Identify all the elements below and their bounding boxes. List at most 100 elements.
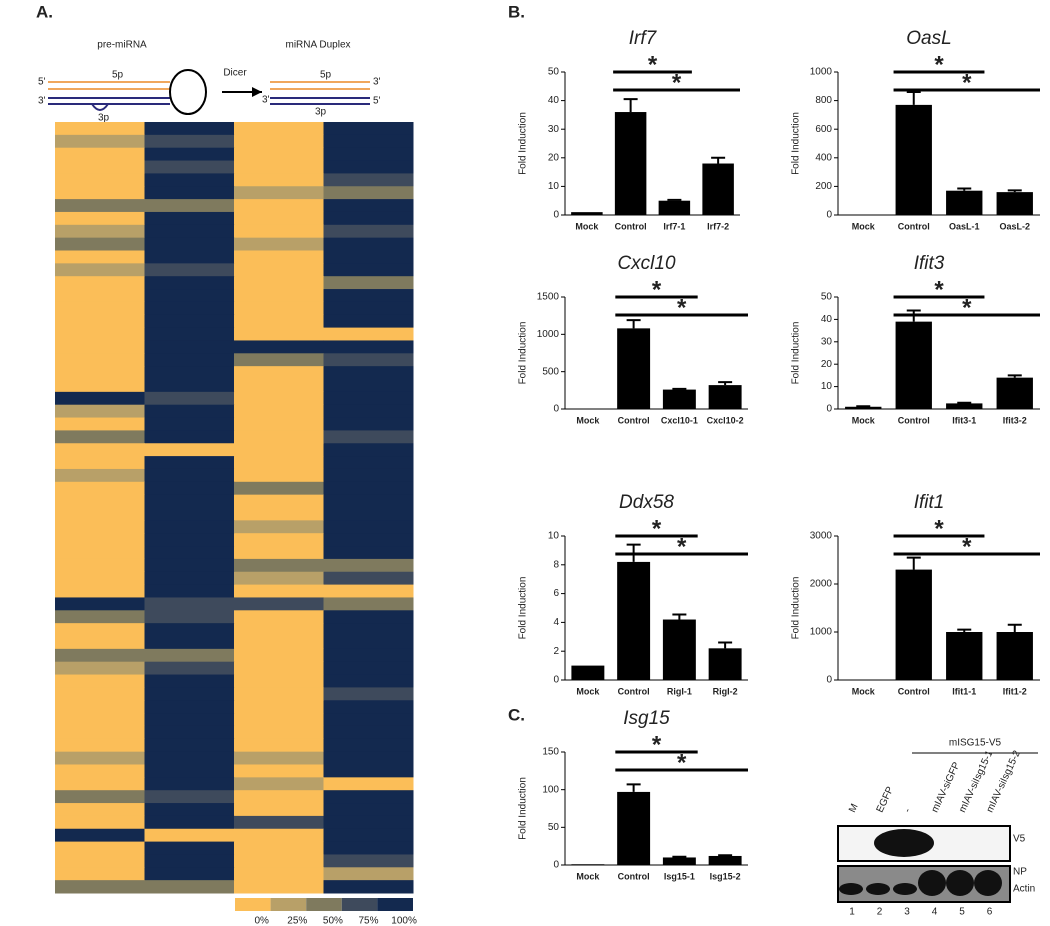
error-bar (672, 613, 687, 620)
lane-label: M (847, 802, 860, 814)
heatmap-cell (323, 468, 414, 483)
heatmap-cell (144, 507, 235, 521)
heatmap-cell (55, 828, 145, 843)
error-bar (957, 401, 972, 404)
chart-title: Ifit1 (914, 492, 945, 513)
y-tick-label: 40 (821, 314, 833, 325)
diagram-label: pre-miRNA (97, 40, 147, 51)
y-tick-label: 3000 (810, 531, 833, 542)
heatmap-cell (234, 636, 324, 650)
heatmap-cell (144, 404, 235, 419)
lane-label: EGFP (875, 785, 897, 815)
heatmap-cell (55, 366, 145, 380)
heatmap-cell (144, 597, 235, 611)
bar (708, 648, 742, 680)
western-blot: mISG15-V5 (837, 738, 1038, 903)
heatmap-cell (323, 713, 414, 727)
y-axis-label: Fold Induction (518, 577, 529, 640)
x-tick-label: Mock (852, 686, 876, 696)
heatmap-cell (323, 314, 414, 329)
heatmap-cell (55, 674, 145, 688)
x-tick-label: Isg15-2 (710, 871, 741, 881)
heatmap-cell (234, 430, 324, 444)
heatmap-cell (234, 584, 324, 598)
lane-label: - (902, 807, 913, 815)
lane-number: 2 (877, 907, 883, 918)
x-tick-label: Control (618, 415, 650, 425)
heatmap-cell (323, 558, 414, 573)
y-tick-label: 200 (815, 181, 832, 192)
bar (571, 665, 605, 680)
heatmap-cell (144, 854, 235, 868)
heatmap-cell (323, 237, 414, 251)
heatmap-cell (144, 623, 235, 637)
chart-title: Ddx58 (619, 492, 674, 513)
heatmap-cell (323, 327, 414, 341)
bar (946, 632, 983, 680)
heatmap-cell (234, 777, 324, 791)
heatmap-cell (55, 571, 145, 586)
heatmap-cell (55, 854, 145, 868)
heatmap-cell (144, 314, 235, 329)
heatmap-cell (144, 584, 235, 598)
y-tick-label: 0 (553, 675, 559, 686)
heatmap-cell (55, 841, 145, 855)
heatmap-cell (323, 764, 414, 778)
heatmap-cell (323, 456, 414, 470)
heatmap-cell (323, 353, 414, 367)
diagram-label: miRNA Duplex (285, 40, 350, 51)
heatmap-cell (234, 263, 324, 277)
significance-label: * (962, 294, 972, 321)
heatmap-cell (323, 160, 414, 174)
bar (895, 104, 932, 215)
heatmap-cell (234, 700, 324, 714)
x-tick-label: Mock (576, 686, 600, 696)
significance-label: * (934, 515, 944, 542)
x-tick-label: Cxcl10-2 (707, 415, 744, 425)
x-tick-label: Ifit1-1 (952, 686, 976, 696)
end-label: 5' (38, 77, 46, 88)
heatmap-cell (55, 725, 145, 740)
heatmap-cell (55, 533, 145, 547)
heatmap-cell (234, 546, 324, 560)
heatmap-cell (55, 867, 145, 881)
heatmap-cell (234, 764, 324, 778)
bar (662, 857, 696, 865)
bar (658, 200, 691, 215)
x-tick-label: Irf7-2 (707, 221, 729, 231)
panel-label: B. (508, 2, 525, 21)
y-axis-label: Fold Induction (518, 112, 529, 175)
heatmap-cell (144, 173, 235, 187)
heatmap-cell (234, 841, 324, 855)
bar (996, 377, 1033, 409)
heatmap-cell (323, 610, 414, 624)
y-tick-label: 400 (815, 152, 832, 163)
heatmap-cell (234, 289, 324, 303)
heatmap-cell (323, 880, 414, 894)
y-tick-label: 0 (553, 210, 559, 221)
heatmap-cell (144, 764, 235, 778)
heatmap-cell (323, 289, 414, 303)
heatmap-cell (323, 417, 414, 431)
heatmap-cell (234, 751, 324, 765)
strand (270, 81, 370, 90)
heatmap-cell (323, 597, 414, 611)
heatmap-cell (144, 481, 235, 496)
legend-swatch (341, 898, 378, 911)
y-tick-label: 8 (553, 559, 559, 570)
heatmap-cell (55, 314, 145, 329)
heatmap-cell (144, 725, 235, 740)
heatmap-cell (55, 276, 145, 290)
heatmap-cell (144, 340, 235, 354)
heatmap-cell (144, 610, 235, 624)
heatmap-cell (234, 738, 324, 753)
heatmap-cell (323, 687, 414, 701)
heatmap-cell (234, 790, 324, 804)
x-tick-label: OasL-1 (949, 221, 980, 231)
x-tick-label: RigI-1 (667, 686, 692, 696)
heatmap-cell (144, 700, 235, 714)
heatmap-cell (55, 250, 145, 264)
heatmap-cell (234, 211, 324, 226)
y-axis-label: Fold Induction (518, 777, 529, 840)
heatmap-cell (323, 301, 414, 316)
